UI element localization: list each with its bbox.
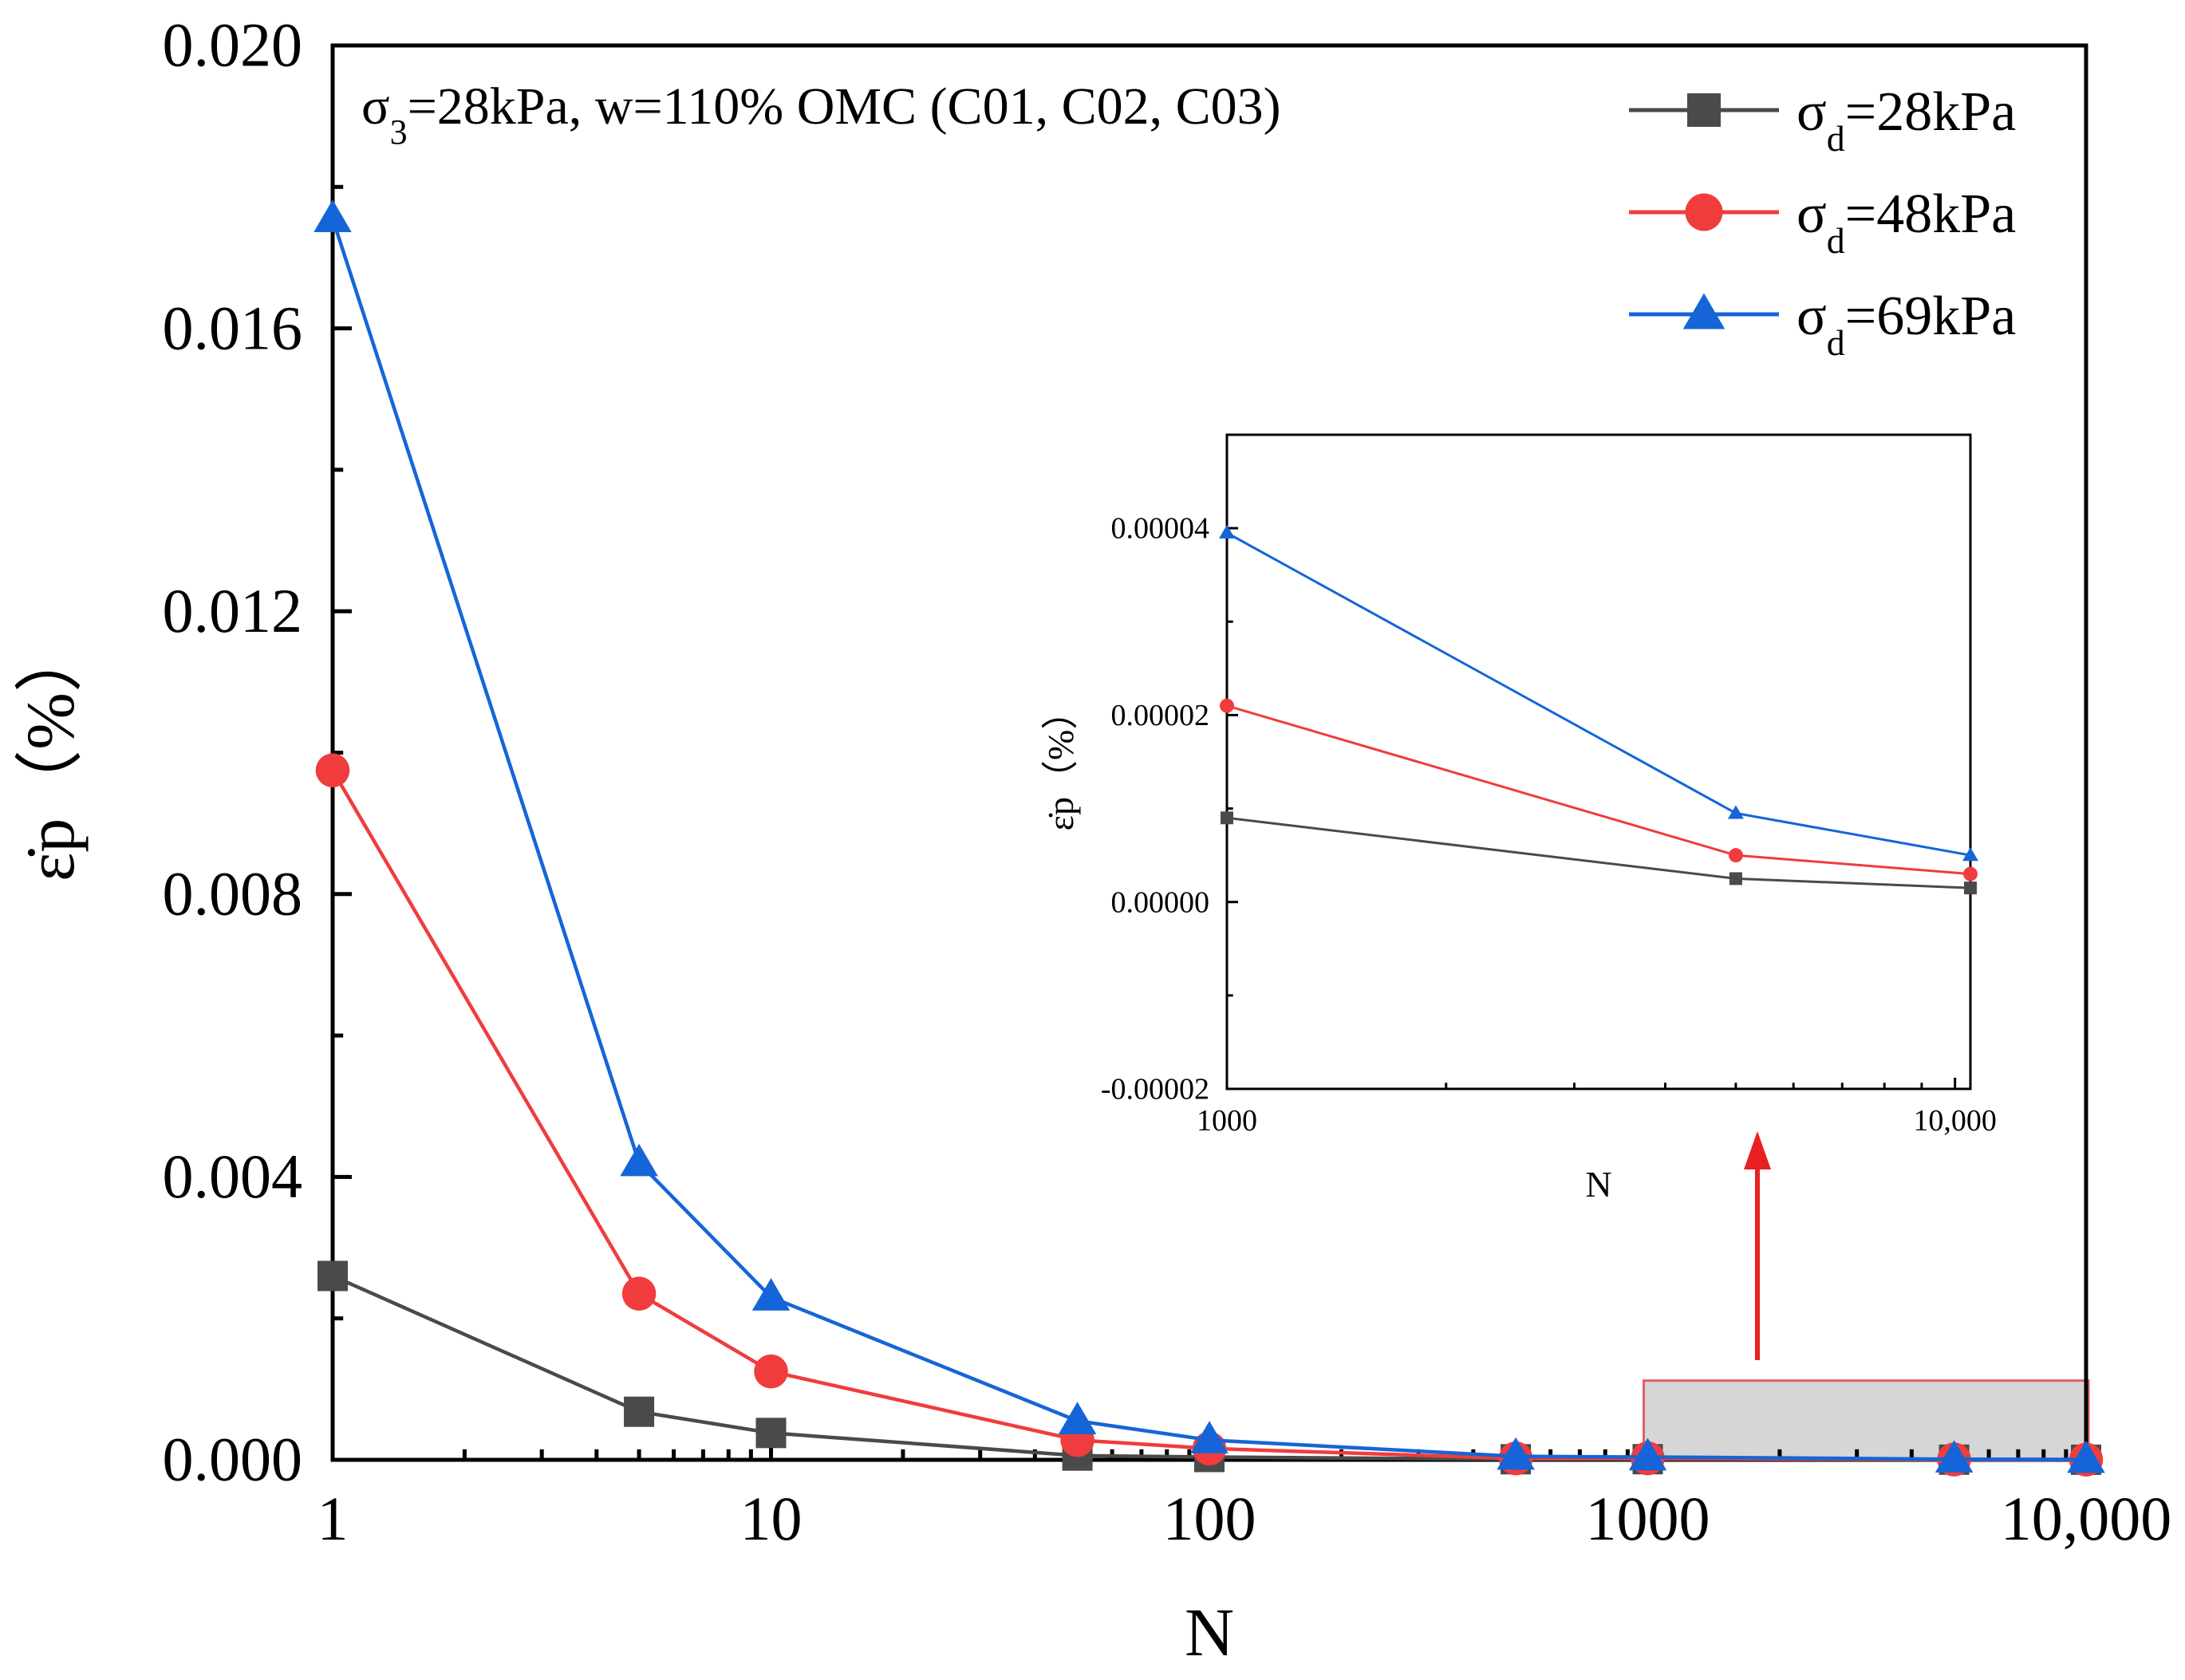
legend: σd=28kPa σd=48kPa σd=69kPa (1629, 81, 2016, 363)
y-tick-label: -0.00002 (1101, 1073, 1209, 1106)
x-tick-label: 100 (1163, 1484, 1256, 1553)
x-axis-title: N (1585, 1164, 1611, 1205)
inset-background (1227, 435, 1970, 1089)
y-axis-title: ε̇p（%） (12, 624, 89, 881)
data-point (1190, 1421, 1229, 1453)
data-point (1728, 848, 1743, 863)
main-plot: 0.000 0.004 0.008 0.012 0.016 0.020 1 10 100 1000… (12, 10, 2171, 1670)
data-point (2067, 1440, 2105, 1473)
data-point (1220, 698, 1234, 713)
series-2 (314, 199, 2105, 1473)
y-tick-label: 0.00000 (1111, 885, 1210, 919)
y-tick-label: 0.00004 (1111, 512, 1210, 546)
data-point (1727, 805, 1744, 819)
series-0 (1221, 811, 1977, 895)
data-point (1964, 881, 1977, 895)
data-point (751, 1278, 791, 1311)
data-point (317, 1260, 348, 1292)
y-tick-label: 0.000 (163, 1425, 303, 1494)
data-point (1628, 1437, 1667, 1471)
series-2 (1219, 524, 1978, 862)
data-point (754, 1354, 788, 1389)
x-axis-title: N (1185, 1594, 1234, 1670)
legend-item-0: σd=28kPa (1629, 81, 2016, 159)
y-tick-label: 0.00002 (1111, 699, 1210, 732)
data-point (1058, 1402, 1097, 1435)
legend-item-2: σd=69kPa (1629, 286, 2016, 363)
legend-marker (1687, 93, 1721, 127)
data-point (755, 1418, 787, 1449)
legend-label: σd=28kPa (1797, 81, 2016, 159)
data-point (624, 1396, 655, 1427)
legend-label: σd=48kPa (1797, 183, 2016, 261)
x-tick-label: 10,000 (1913, 1104, 1997, 1138)
legend-marker (1682, 293, 1726, 329)
zoom-arrow-head (1744, 1131, 1771, 1169)
legend-marker (1685, 193, 1723, 231)
data-point (314, 199, 352, 232)
inset-plot: -0.00002 0.00000 0.00002 0.00004 1000 10,000 N… (1040, 433, 1997, 1205)
y-tick-label: 0.004 (163, 1142, 303, 1211)
y-axis-title: ε̇p（%） (1040, 693, 1081, 831)
x-tick-label: 10 (740, 1484, 803, 1553)
y-tick-label: 0.020 (163, 10, 303, 80)
data-point (1729, 872, 1742, 885)
y-tick-label: 0.016 (163, 293, 303, 362)
data-point (1497, 1437, 1535, 1470)
plot-frame (1225, 433, 1972, 1090)
zoom-highlight-region (1643, 1379, 2090, 1461)
x-tick-label: 10,000 (2001, 1484, 2172, 1553)
x-tick-label: 1 (317, 1484, 349, 1553)
data-point (315, 753, 350, 787)
data-point (620, 1143, 658, 1177)
x-tick-label: 1000 (1586, 1484, 1710, 1553)
legend-label: σd=69kPa (1797, 286, 2016, 363)
data-point (1219, 524, 1235, 539)
x-tick-label: 1000 (1197, 1104, 1257, 1138)
y-tick-label: 0.012 (163, 576, 303, 645)
legend-item-1: σd=48kPa (1629, 183, 2016, 261)
zoom-pointer (1744, 1131, 1771, 1360)
data-point (1221, 811, 1233, 825)
y-tick-label: 0.008 (163, 859, 303, 929)
series-1 (1220, 698, 1978, 881)
data-point (621, 1276, 657, 1311)
data-point (1935, 1440, 1974, 1473)
condition-annotation: σ3=28kPa, w=110% OMC (C01, C02, C03) (361, 77, 1281, 152)
data-point (1962, 847, 1978, 862)
data-point (1963, 866, 1978, 881)
